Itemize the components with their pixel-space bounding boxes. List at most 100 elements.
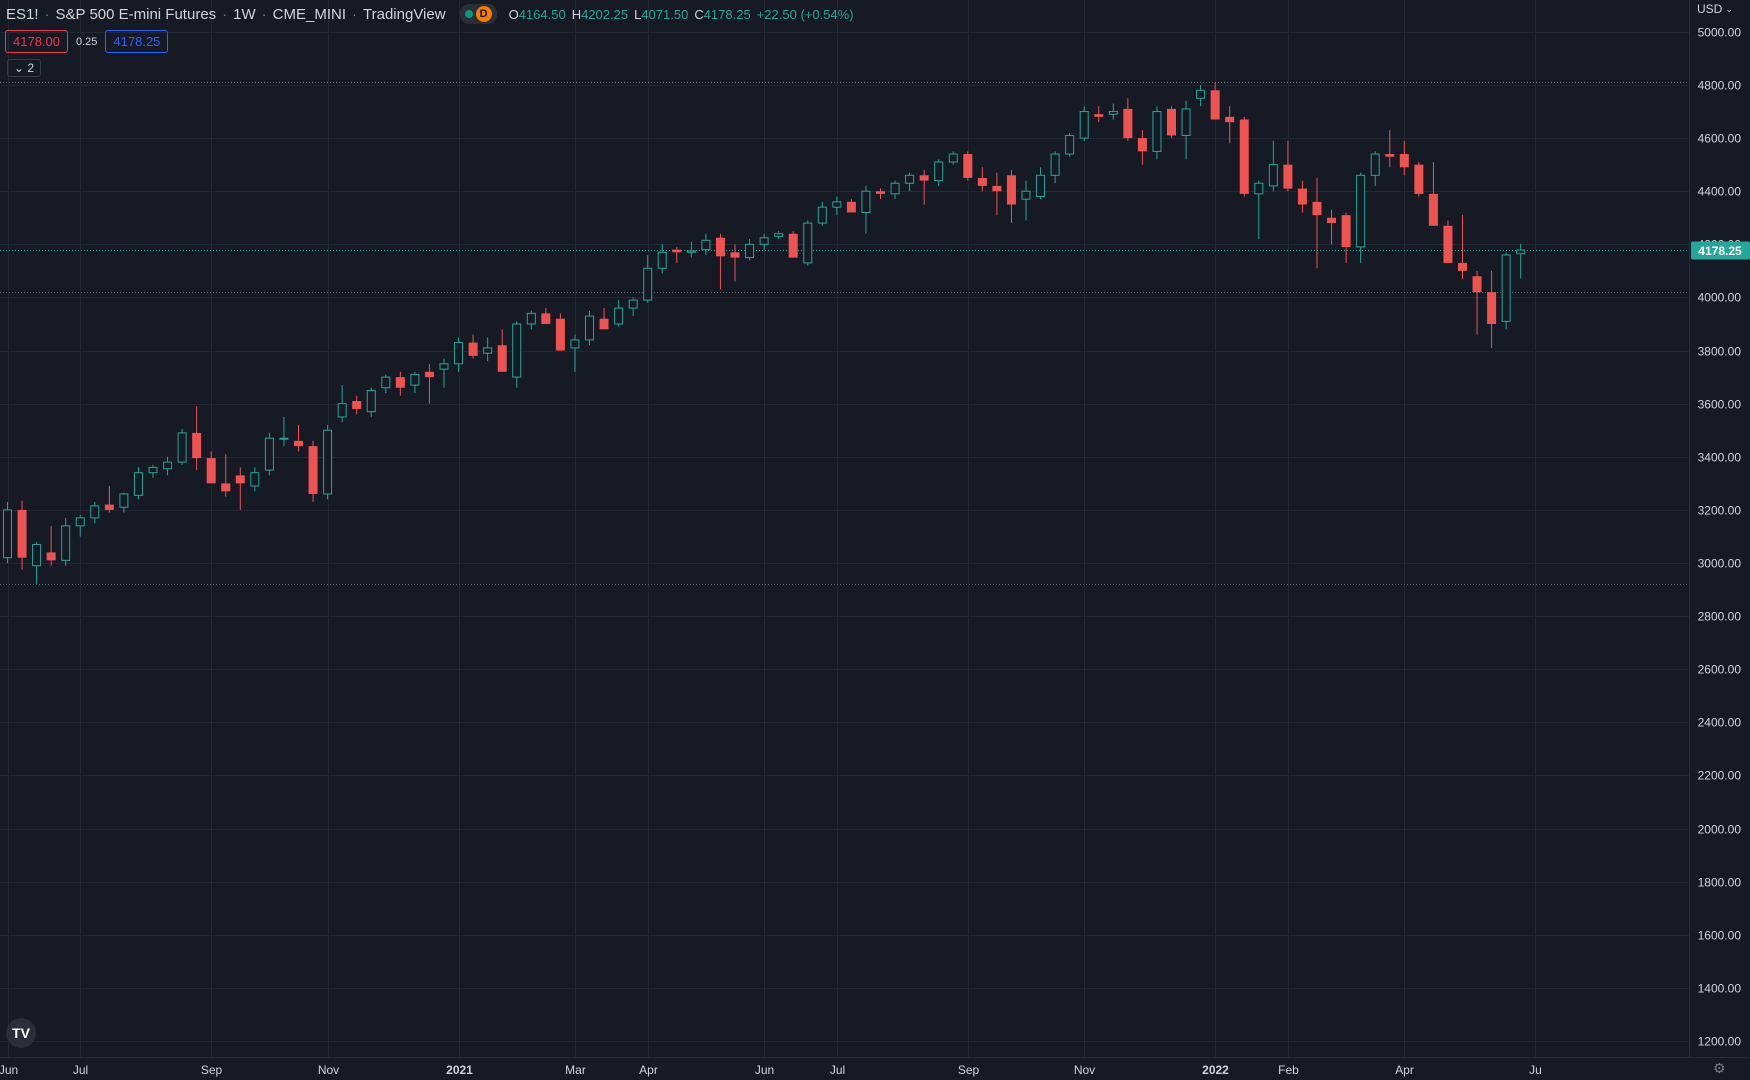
currency-selector[interactable]: USD ⌄ xyxy=(1697,2,1733,16)
candle-down xyxy=(963,151,973,181)
candle-down xyxy=(1487,270,1497,348)
candle-body xyxy=(1297,188,1307,205)
candle-body xyxy=(119,493,129,508)
candle-up xyxy=(948,151,958,165)
price-axis[interactable]: 1200.00 1400.00 1600.00 1800.00 2000.00 2200.… xyxy=(1698,26,1742,1049)
candle-up xyxy=(657,244,667,274)
price-tick-label: 4800.00 xyxy=(1698,79,1742,93)
candle-body xyxy=(832,201,842,208)
candle-up xyxy=(1152,106,1162,160)
candle-body xyxy=(861,190,871,213)
candle-body xyxy=(890,182,900,195)
market-open-dot-icon xyxy=(464,10,473,18)
candle-body xyxy=(585,315,594,341)
tradingview-logo-icon[interactable]: TV xyxy=(6,1018,36,1048)
candle-down xyxy=(206,451,216,484)
gear-icon[interactable]: ⚙ xyxy=(1713,1060,1726,1076)
candle-down xyxy=(1239,116,1249,197)
currency-label: USD xyxy=(1697,2,1723,16)
candle-down xyxy=(1414,162,1424,197)
ohlc-values: O4164.50 H4202.25 L4071.50 C4178.25 +22.… xyxy=(508,6,854,22)
current-price-tag: 4178.25 xyxy=(1691,241,1750,260)
candle-body xyxy=(1021,190,1031,200)
market-status[interactable]: D xyxy=(459,4,497,24)
candle-body xyxy=(948,153,958,163)
candle-up xyxy=(163,456,173,476)
candle-body xyxy=(1443,225,1453,263)
candle-body xyxy=(1239,119,1249,194)
time-tick-label: Apr xyxy=(639,1063,658,1077)
time-axis[interactable]: Jun Jul Sep Nov 2021 Mar Apr Jun Jul Sep Nov 2022 Fe… xyxy=(0,1063,1542,1077)
candle-body xyxy=(468,342,478,356)
time-tick-label: Nov xyxy=(1074,1063,1095,1077)
candle-down xyxy=(919,169,929,205)
candle-body xyxy=(75,517,85,527)
price-tick-label: 4600.00 xyxy=(1698,132,1742,146)
candle-down xyxy=(730,244,740,282)
candle-body xyxy=(192,432,202,459)
candle-body xyxy=(32,543,42,567)
price-tick-label: 2800.00 xyxy=(1698,610,1742,624)
candle-body xyxy=(1428,193,1438,226)
candle-down xyxy=(235,467,245,510)
candle-up xyxy=(250,467,260,492)
horizontal-levels xyxy=(0,82,1689,585)
candle-body xyxy=(977,177,987,186)
candle-body xyxy=(555,318,565,351)
candle-body xyxy=(90,505,100,519)
candle-down xyxy=(192,406,202,471)
candle-down xyxy=(1458,215,1467,279)
candle-down xyxy=(1385,130,1395,168)
candle-body xyxy=(1283,164,1293,189)
candle-body xyxy=(366,389,376,413)
buy-button[interactable]: 4178.25 xyxy=(105,30,169,53)
candle-body xyxy=(599,318,609,330)
candle-down xyxy=(104,486,114,513)
candle-down xyxy=(395,371,405,396)
candle-up xyxy=(1268,140,1278,192)
separator-dot: · xyxy=(44,5,50,23)
candle-up xyxy=(1370,151,1380,186)
indicators-count: 2 xyxy=(27,61,35,75)
candle-down xyxy=(308,440,318,502)
candle-body xyxy=(512,323,522,378)
price-tick-label: 3800.00 xyxy=(1698,345,1742,359)
high-value: 4202.25 xyxy=(581,6,629,22)
candle-up xyxy=(148,464,158,479)
current-price-tag-label: 4178.25 xyxy=(1698,244,1742,258)
sell-button[interactable]: 4178.00 xyxy=(5,30,68,53)
candle-down xyxy=(1094,106,1104,123)
candle-up xyxy=(585,310,594,346)
price-tick-label: 4000.00 xyxy=(1698,291,1742,305)
candle-up xyxy=(454,337,464,372)
candle-up xyxy=(410,371,420,394)
price-tick-label: 2200.00 xyxy=(1698,769,1742,783)
candle-body xyxy=(1123,108,1133,139)
candle-body xyxy=(381,376,391,389)
symbol-ticker[interactable]: ES1! xyxy=(6,5,39,23)
interval-label[interactable]: 1W xyxy=(233,5,256,23)
candle-body xyxy=(1225,116,1235,123)
candle-body xyxy=(614,307,624,325)
candle-body xyxy=(104,504,114,510)
price-tick-label: 3200.00 xyxy=(1698,504,1742,518)
indicators-toggle-button[interactable]: ⌄ 2 xyxy=(7,59,42,77)
candle-up xyxy=(817,201,827,226)
chart-legend: ES1! · S&P 500 E-mini Futures · 1W · CME… xyxy=(6,4,854,24)
candle-body xyxy=(934,161,944,182)
candle-body xyxy=(17,509,27,558)
candle-body xyxy=(308,446,318,494)
candle-down xyxy=(1137,130,1147,165)
close-value: 4178.25 xyxy=(703,6,751,22)
candle-up xyxy=(686,241,696,258)
candle-up xyxy=(133,467,143,500)
candle-body xyxy=(1108,111,1118,115)
price-tick-label: 2400.00 xyxy=(1698,716,1742,730)
delayed-data-badge: D xyxy=(475,6,492,22)
candle-body xyxy=(3,509,12,559)
candle-body xyxy=(817,206,827,224)
symbol-description: S&P 500 E-mini Futures xyxy=(55,5,217,23)
candle-down xyxy=(672,246,682,263)
candle-body xyxy=(541,313,551,325)
